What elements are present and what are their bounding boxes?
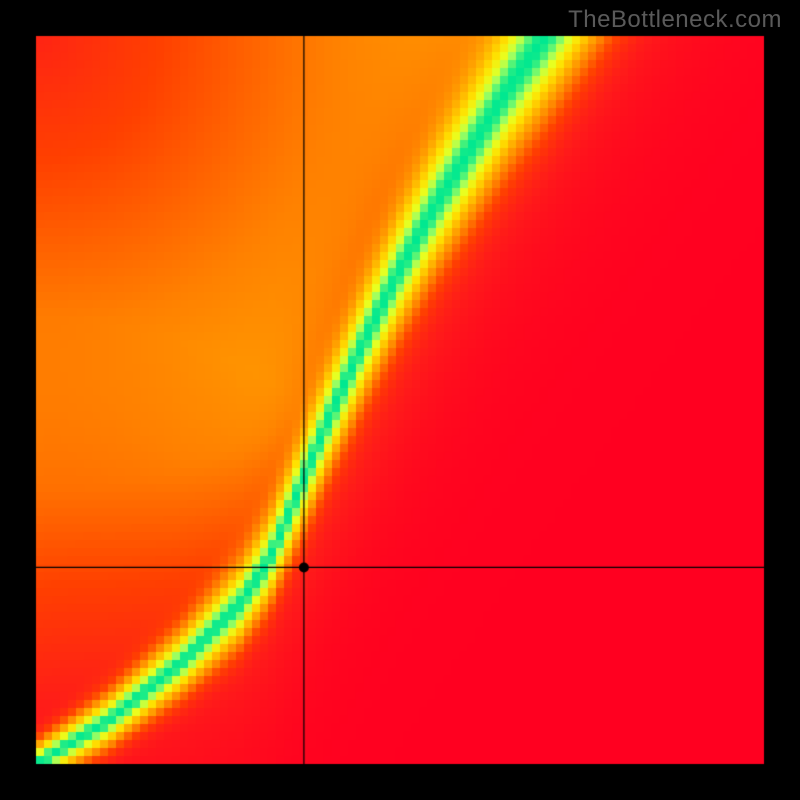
- heatmap-canvas: [0, 0, 800, 800]
- chart-root: TheBottleneck.com: [0, 0, 800, 800]
- watermark-text: TheBottleneck.com: [568, 6, 782, 34]
